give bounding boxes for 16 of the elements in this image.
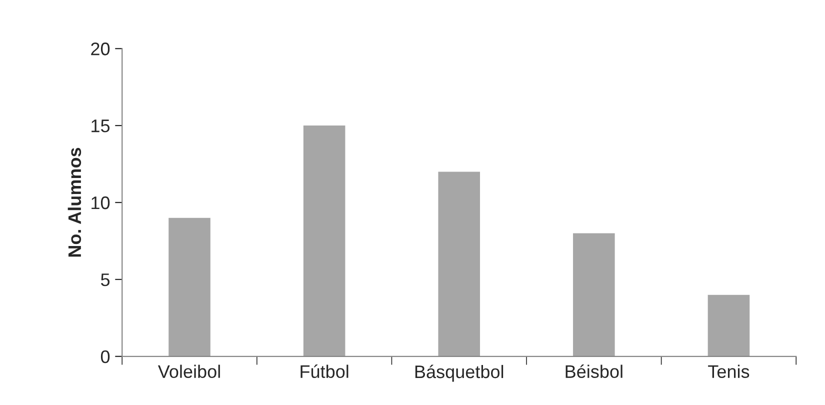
bar	[168, 218, 210, 356]
y-tick-label: 15	[92, 120, 110, 132]
bar	[303, 126, 346, 356]
bar	[438, 172, 480, 356]
x-tick-label: Béisbol	[566, 364, 622, 378]
x-tick-label: Básquetbol	[415, 364, 504, 382]
y-axis-title: No. Alumnos	[68, 148, 82, 257]
y-tick-label: 20	[91, 42, 110, 56]
bar	[573, 233, 615, 356]
y-tick-label: 5	[100, 274, 110, 286]
bar	[708, 294, 750, 356]
x-tick-label: Fútbol	[300, 364, 348, 378]
y-tick-label: 0	[100, 350, 110, 364]
x-tick-label: Voleibol	[158, 364, 220, 378]
x-tick-label: Tenis	[708, 364, 750, 378]
y-tick-label: 10	[92, 196, 110, 210]
